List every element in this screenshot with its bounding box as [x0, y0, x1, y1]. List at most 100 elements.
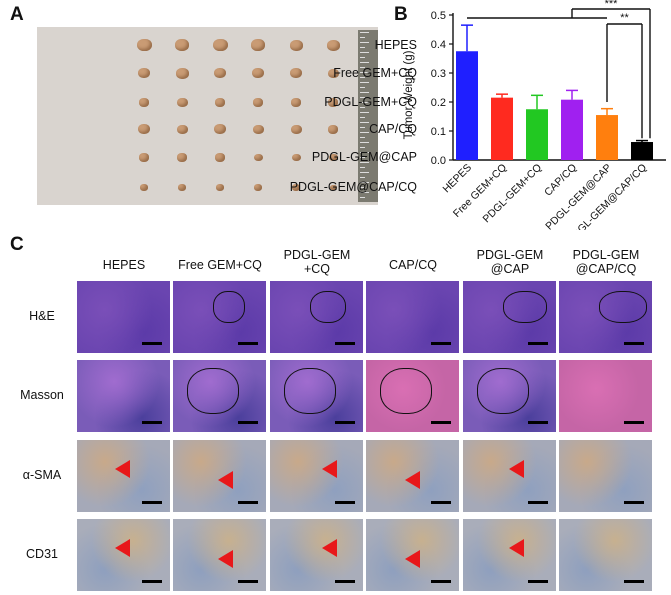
region-outline — [503, 291, 547, 323]
tumor-sample — [139, 98, 149, 107]
tumor-sample — [292, 184, 300, 191]
tumor-photo — [37, 27, 378, 205]
tumor-sample — [328, 153, 338, 162]
red-arrow-icon — [405, 550, 420, 568]
photo-group-label: CAP/CQ — [369, 122, 417, 136]
red-arrow-icon — [322, 460, 337, 478]
histology-image — [270, 519, 363, 591]
x-tick-label: PDGL-GEM@CAP — [543, 162, 614, 230]
tumor-sample — [138, 124, 150, 135]
ruler-tick — [360, 177, 365, 178]
ruler-tick — [360, 52, 369, 53]
tumor-sample — [253, 153, 263, 162]
region-outline — [599, 291, 647, 323]
histology-image — [173, 440, 266, 512]
scale-bar — [431, 580, 451, 583]
ruler-tick — [360, 152, 369, 153]
tumor-sample — [178, 184, 186, 191]
ruler-tick — [360, 147, 365, 148]
histology-row-label: H&E — [29, 309, 55, 323]
histology-row-label: Masson — [20, 388, 64, 402]
ruler-tick — [360, 107, 365, 108]
scale-bar — [528, 501, 548, 504]
histology-image — [366, 281, 459, 353]
histology-image — [77, 281, 170, 353]
scale-bar — [335, 580, 355, 583]
ruler-tick — [360, 157, 365, 158]
panel-label-b: B — [394, 4, 408, 25]
histology-row-label: α-SMA — [22, 468, 62, 482]
region-outline — [310, 291, 346, 323]
photo-group-label: PDGL-GEM@CAP — [311, 150, 417, 164]
histology-image — [463, 360, 556, 432]
tumor-sample — [252, 68, 264, 79]
scale-bar — [142, 342, 162, 345]
tumor-sample — [252, 124, 264, 134]
y-tick-label: 0.0 — [431, 155, 446, 167]
bar — [561, 99, 583, 160]
red-arrow-icon — [115, 539, 130, 557]
histology-image — [366, 519, 459, 591]
ruler-tick — [360, 72, 369, 73]
photo-group-label: Free GEM+CQ — [333, 66, 417, 80]
red-arrow-icon — [509, 460, 524, 478]
panel-label-c: C — [10, 234, 24, 255]
ruler-tick — [360, 62, 369, 63]
red-arrow-icon — [405, 471, 420, 489]
ruler-tick — [360, 117, 365, 118]
ruler-tick — [360, 77, 365, 78]
scale-bar — [528, 421, 548, 424]
scale-bar — [624, 580, 644, 583]
ruler-tick — [360, 137, 365, 138]
tumor-sample — [291, 98, 301, 107]
red-arrow-icon — [115, 460, 130, 478]
region-outline — [284, 368, 336, 414]
ruler-tick — [360, 82, 369, 83]
region-outline — [187, 368, 239, 414]
region-outline — [380, 368, 432, 414]
ruler-tick — [360, 32, 369, 33]
photo-group-label: PDGL-GEM+CQ — [324, 95, 417, 109]
ruler-tick — [360, 142, 369, 143]
bar — [596, 115, 618, 160]
tumor-sample — [214, 68, 226, 79]
histology-image — [559, 440, 652, 512]
scale-bar — [142, 501, 162, 504]
ruler-tick — [360, 102, 369, 103]
photo-group-label: HEPES — [374, 38, 417, 52]
histology-image — [463, 440, 556, 512]
red-arrow-icon — [509, 539, 524, 557]
ruler-tick — [360, 92, 369, 93]
tumor-sample — [329, 184, 337, 191]
y-tick-label: 0.4 — [431, 39, 446, 51]
tumor-sample — [215, 153, 225, 162]
scale-bar — [624, 342, 644, 345]
histology-image — [77, 440, 170, 512]
histology-image — [270, 281, 363, 353]
histology-image — [366, 440, 459, 512]
ruler-tick — [360, 197, 365, 198]
ruler-tick — [360, 42, 369, 43]
tumor-sample — [290, 68, 302, 79]
tumor-sample — [136, 38, 152, 52]
tumor-sample — [328, 125, 338, 134]
scale-bar — [335, 501, 355, 504]
ruler-tick — [360, 172, 369, 173]
histology-column-label: PDGL-GEM +CQ — [283, 248, 351, 276]
scale-bar — [431, 342, 451, 345]
scale-bar — [238, 501, 258, 504]
tumor-sample — [326, 39, 340, 51]
ruler-tick — [360, 192, 369, 193]
region-outline — [477, 368, 529, 414]
tumor-sample — [140, 184, 148, 191]
ruler-tick — [360, 37, 365, 38]
histology-column-label: PDGL-GEM @CAP — [476, 248, 544, 276]
tumor-sample — [212, 38, 228, 52]
ruler-tick — [360, 122, 369, 123]
tumor-sample — [254, 184, 262, 191]
bar — [456, 51, 478, 160]
tumor-sample — [216, 184, 224, 191]
red-arrow-icon — [322, 539, 337, 557]
tumor-sample — [327, 68, 339, 78]
bar — [631, 142, 653, 160]
